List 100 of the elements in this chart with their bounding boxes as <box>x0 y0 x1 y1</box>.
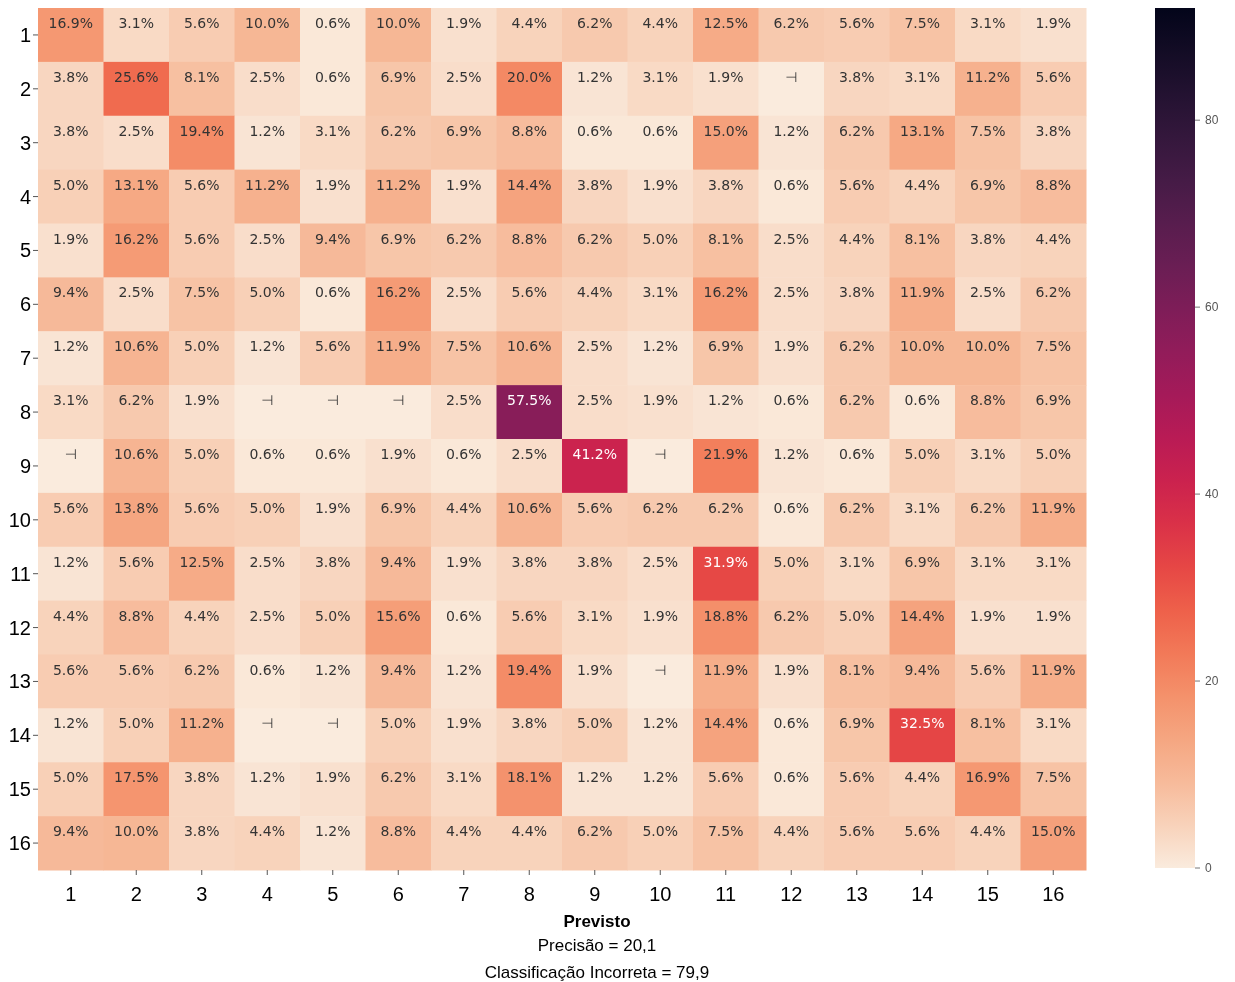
data-label: 19.4% <box>507 661 552 678</box>
data-label: 11.9% <box>376 338 421 355</box>
data-label: ⊣ <box>654 661 667 678</box>
data-label: 10.6% <box>507 338 552 355</box>
y-tick-label: 7 <box>19 347 31 370</box>
data-label: 1.2% <box>249 338 286 355</box>
data-label: 13.8% <box>114 499 159 516</box>
data-label: 4.4% <box>1035 230 1072 247</box>
data-label: 2.5% <box>773 230 810 247</box>
data-label: 6.2% <box>183 661 220 678</box>
data-label: 0.6% <box>249 661 286 678</box>
data-label: 6.2% <box>773 607 810 624</box>
data-label: 4.4% <box>904 769 941 786</box>
data-label: 8.1% <box>707 230 744 247</box>
data-label: 18.1% <box>507 769 552 786</box>
data-label: 7.5% <box>1035 769 1072 786</box>
data-label: 8.1% <box>838 661 875 678</box>
y-tick-label: 14 <box>8 724 31 747</box>
data-label: 6.9% <box>445 122 482 139</box>
x-axis-title: Previsto <box>563 912 631 931</box>
color-bar-label: 40 <box>1205 487 1219 502</box>
data-label: 19.4% <box>179 122 224 139</box>
data-label: 57.5% <box>507 392 552 409</box>
x-tick-label: 1 <box>65 883 77 905</box>
data-label: 16.9% <box>48 15 93 31</box>
data-label: 13.1% <box>114 176 159 193</box>
data-label: 9.4% <box>380 661 417 678</box>
data-label: 2.5% <box>118 284 155 301</box>
data-label: 3.1% <box>314 122 351 139</box>
data-label: 4.4% <box>52 607 89 624</box>
x-tick-label: 15 <box>976 883 999 905</box>
data-label: 2.5% <box>445 68 482 85</box>
data-label: 0.6% <box>773 176 810 193</box>
data-label: 16.2% <box>376 284 421 301</box>
data-label: 8.1% <box>969 715 1006 732</box>
data-label: 10.6% <box>507 499 552 516</box>
data-label: 10.0% <box>376 15 421 31</box>
data-label: 6.2% <box>576 230 613 247</box>
data-label: 4.4% <box>445 823 482 840</box>
x-tick-label: 12 <box>780 883 803 905</box>
data-label: 5.0% <box>904 446 941 462</box>
data-label: 1.2% <box>249 769 286 786</box>
data-label: 6.9% <box>969 176 1006 193</box>
data-label: 5.0% <box>1035 446 1072 462</box>
data-label: 5.0% <box>52 769 89 786</box>
data-label: 6.2% <box>380 122 417 139</box>
data-label: 5.0% <box>314 607 351 624</box>
data-label: 0.6% <box>314 68 351 85</box>
color-bar-label: 20 <box>1205 674 1219 689</box>
data-label: 0.6% <box>773 769 810 786</box>
data-label: 2.5% <box>445 284 482 301</box>
data-label: 6.9% <box>707 338 744 355</box>
data-label: 6.2% <box>838 338 875 355</box>
data-label: 25.6% <box>114 68 159 85</box>
y-tick-label: 6 <box>19 293 31 316</box>
data-label: 9.4% <box>52 823 89 840</box>
data-label: 6.2% <box>838 499 875 516</box>
data-label: 3.8% <box>969 230 1006 247</box>
y-tick-label: 5 <box>19 239 31 262</box>
data-label: 6.9% <box>380 499 417 516</box>
data-label: 3.1% <box>1035 715 1072 732</box>
data-label: 2.5% <box>642 553 679 570</box>
y-tick-label: 11 <box>10 562 31 585</box>
data-label: 5.6% <box>969 661 1006 678</box>
data-label: 1.9% <box>314 176 351 193</box>
data-label: 0.6% <box>576 122 613 139</box>
data-label: 0.6% <box>773 392 810 409</box>
data-label: 3.8% <box>576 176 613 193</box>
data-label: 2.5% <box>511 446 548 462</box>
y-tick-label: 9 <box>19 454 31 477</box>
data-label: 1.9% <box>642 607 679 624</box>
color-bar-label: 80 <box>1205 113 1219 128</box>
data-label: 1.9% <box>642 392 679 409</box>
data-label: 6.9% <box>904 553 941 570</box>
data-label: 1.2% <box>314 661 351 678</box>
data-label: 3.8% <box>1035 122 1072 139</box>
data-label: 10.0% <box>965 338 1010 355</box>
data-label: 5.6% <box>183 499 220 516</box>
x-tick-label: 3 <box>196 883 208 905</box>
data-label: 5.6% <box>52 499 89 516</box>
data-label: 6.2% <box>969 499 1006 516</box>
data-label: 1.2% <box>314 823 351 840</box>
data-label: 21.9% <box>703 446 748 462</box>
data-label: 1.2% <box>707 392 744 409</box>
data-label: 3.1% <box>969 15 1006 31</box>
data-label: 15.6% <box>376 607 421 624</box>
data-label: 5.6% <box>118 661 155 678</box>
data-label: 11.2% <box>245 176 290 193</box>
data-label: 5.0% <box>642 230 679 247</box>
data-label: 15.0% <box>1031 823 1076 840</box>
data-label: 0.6% <box>445 607 482 624</box>
y-tick-label: 1 <box>19 23 31 46</box>
data-label: 0.6% <box>838 446 875 462</box>
data-label: 10.6% <box>114 446 159 462</box>
data-label: 1.9% <box>52 230 89 247</box>
data-label: 2.5% <box>118 122 155 139</box>
data-label: 5.0% <box>576 715 613 732</box>
data-label: 2.5% <box>249 230 286 247</box>
data-label: 3.1% <box>118 15 155 31</box>
data-label: 3.1% <box>642 68 679 85</box>
